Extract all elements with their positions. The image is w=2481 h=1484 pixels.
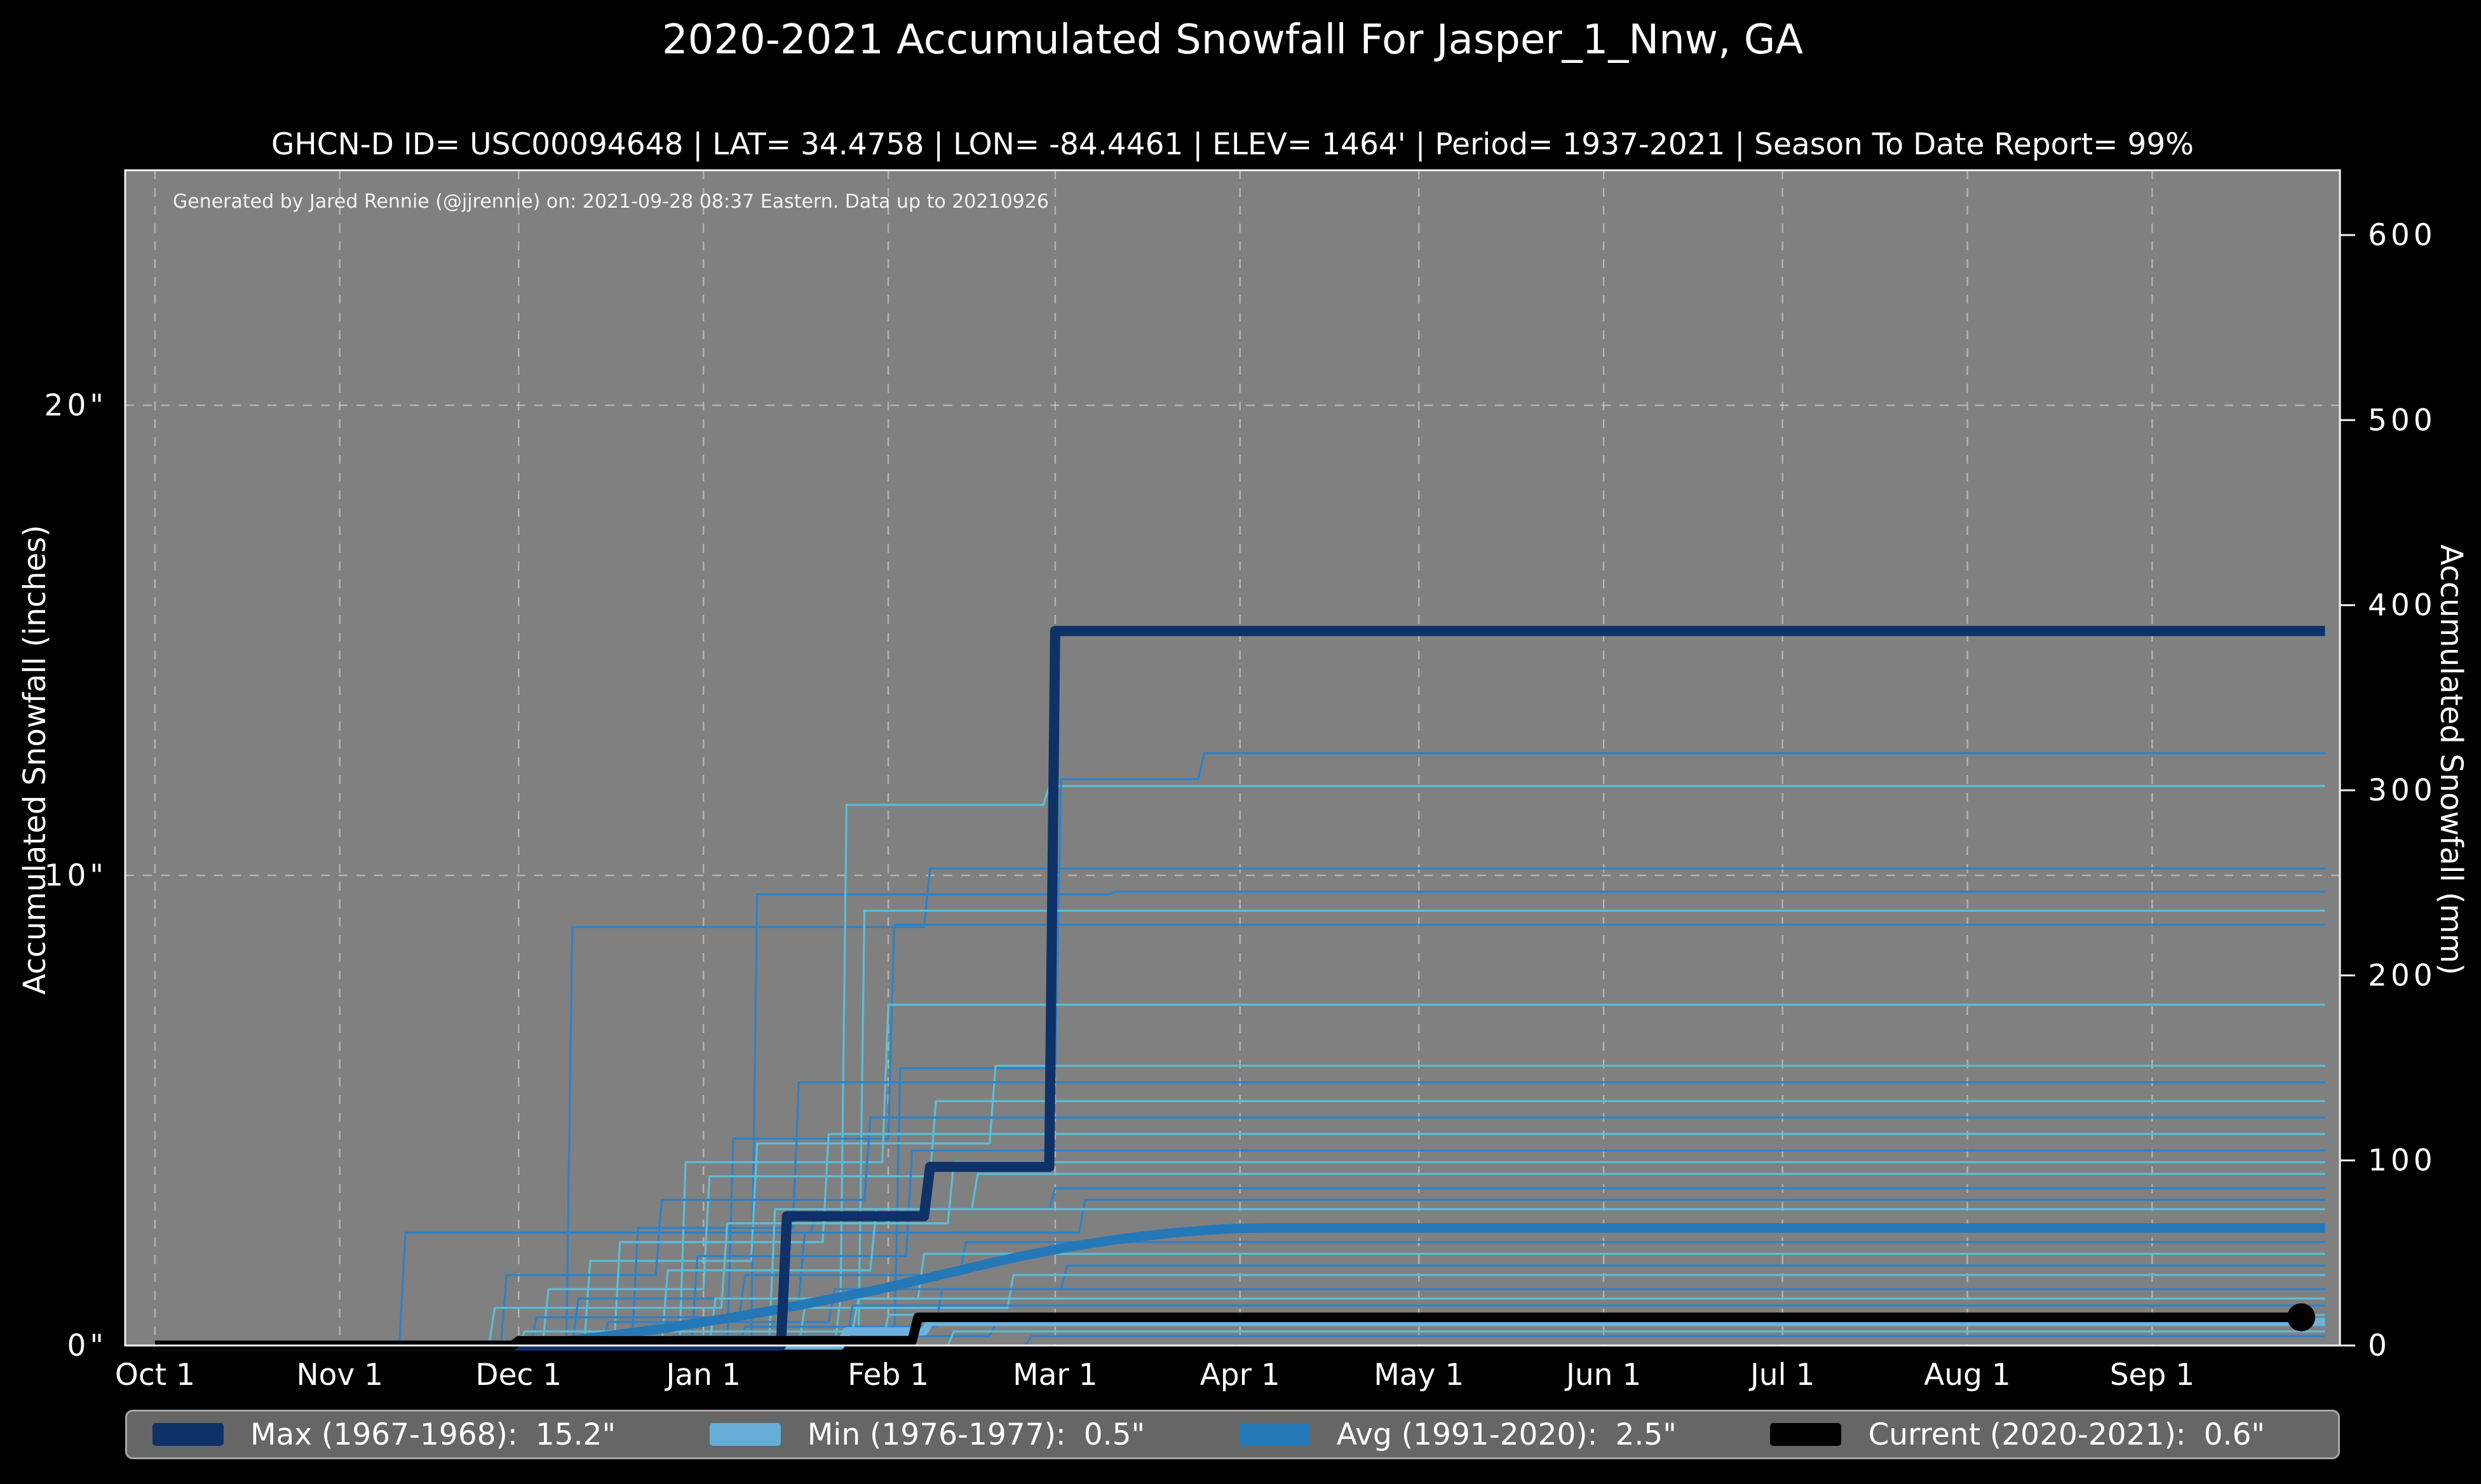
legend-value: 0.6": [2203, 1417, 2265, 1452]
historical-year-line: [529, 1241, 2325, 1346]
historical-year-line: [947, 1330, 2325, 1346]
legend-label: Max (1967-1968):: [250, 1417, 518, 1452]
x-tick-label: May 1: [1374, 1358, 1464, 1393]
legend-value: 15.2": [535, 1417, 616, 1452]
x-tick-label: Nov 1: [297, 1358, 384, 1393]
legend-value: 2.5": [1615, 1417, 1677, 1452]
left-tick-label: 20": [44, 388, 107, 423]
historical-year-line: [571, 1199, 2325, 1346]
y-axis-label-mm: Accumulated Snowfall (mm): [2433, 544, 2469, 975]
series-avg-line: [154, 1223, 2325, 1351]
historical-year-line: [1024, 1335, 2325, 1346]
legend-label: Current (2020-2021):: [1868, 1417, 2186, 1452]
right-tick-label: 500: [2368, 403, 2437, 438]
series-max-line: [154, 626, 2325, 1351]
page-title: 2020-2021 Accumulated Snowfall For Jaspe…: [661, 17, 1804, 64]
historical-year-line: [660, 1208, 2325, 1346]
historical-year-line: [583, 1065, 2325, 1346]
legend-swatch: [709, 1423, 781, 1446]
legend-swatch: [1770, 1423, 1842, 1446]
historical-year-line: [738, 1288, 2325, 1346]
legend-item: Current (2020-2021): 0.6": [1770, 1417, 2265, 1452]
historical-year-line: [797, 1274, 2325, 1346]
right-tick-label: 100: [2368, 1143, 2437, 1178]
x-tick-label: Jan 1: [665, 1358, 741, 1393]
right-tick-label: 300: [2368, 773, 2437, 808]
right-tick-label: 400: [2368, 588, 2437, 623]
y-axis-label-inches: Accumulated Snowfall (inches): [17, 525, 53, 995]
x-tick-label: Aug 1: [1924, 1358, 2011, 1393]
historical-year-line: [612, 1133, 2325, 1346]
plot-border: [124, 169, 2341, 1347]
left-tick-label: 10": [44, 858, 107, 893]
legend-bar: Max (1967-1968): 15.2" Min (1976-1977): 0.5…: [125, 1410, 2340, 1459]
x-tick-label: Oct 1: [115, 1358, 195, 1393]
historical-year-line: [565, 867, 2325, 1346]
legend-item: Max (1967-1968): 15.2": [152, 1417, 616, 1452]
right-tick-label: 0: [2368, 1328, 2391, 1363]
historical-year-line: [541, 1100, 2325, 1346]
legend-swatch: [1238, 1423, 1310, 1446]
station-metadata: GHCN-D ID= USC00094648 | LAT= 34.4758 | …: [271, 127, 2194, 162]
x-tick-label: Feb 1: [848, 1358, 929, 1393]
x-tick-label: Mar 1: [1013, 1358, 1098, 1393]
right-tick-label: 200: [2368, 958, 2437, 993]
right-tick-label: 600: [2368, 218, 2437, 253]
left-tick-label: 0": [67, 1328, 107, 1363]
legend-item: Min (1976-1977): 0.5": [709, 1417, 1146, 1452]
legend-label: Min (1976-1977):: [807, 1417, 1066, 1452]
plot-background: [125, 170, 2340, 1346]
historical-year-line: [834, 785, 2325, 1346]
x-tick-label: Dec 1: [475, 1358, 562, 1393]
historical-year-line: [690, 1149, 2325, 1346]
historical-year-line: [601, 1264, 2325, 1346]
historical-year-line: [679, 1003, 2325, 1346]
historical-year-line: [726, 924, 2325, 1346]
historical-year-line: [499, 1116, 2325, 1346]
x-tick-label: Jul 1: [1748, 1358, 1815, 1393]
legend-label: Avg (1991-2020):: [1336, 1417, 1598, 1452]
x-tick-label: Jun 1: [1564, 1358, 1641, 1393]
x-tick-label: Sep 1: [2110, 1358, 2194, 1393]
legend-value: 0.5": [1083, 1417, 1146, 1452]
historical-year-line: [750, 891, 2325, 1346]
x-tick-label: Apr 1: [1200, 1358, 1280, 1393]
attribution-text: Generated by Jared Rennie (@jjrennie) on…: [173, 191, 1049, 213]
legend-swatch: [152, 1423, 224, 1446]
historical-year-line: [631, 1081, 2325, 1346]
legend-item: Avg (1991-2020): 2.5": [1238, 1417, 1677, 1452]
historical-year-line: [893, 752, 2325, 1346]
current-endpoint-marker: [2287, 1303, 2316, 1332]
